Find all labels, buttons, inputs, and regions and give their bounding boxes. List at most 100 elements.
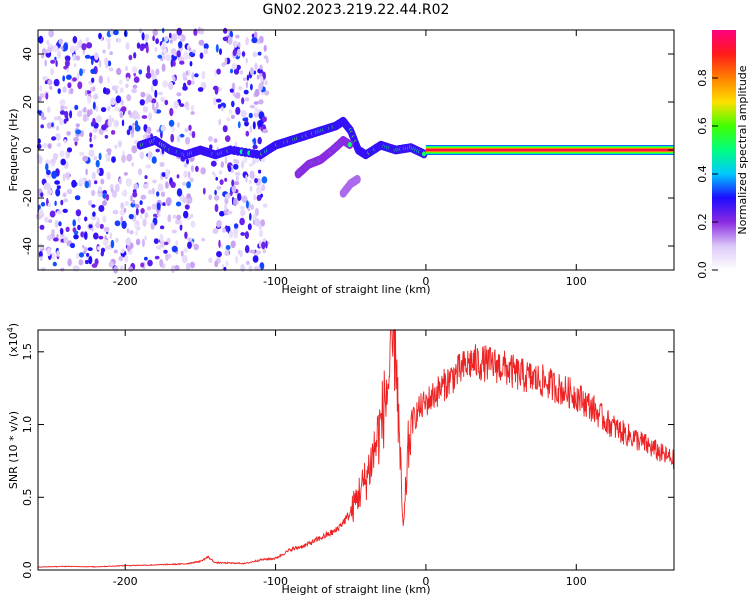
spectrogram-y-tick-label: -40 <box>21 237 34 255</box>
spectrogram-noise-mark <box>138 69 143 75</box>
spectrogram-noise-mark <box>139 151 145 159</box>
spectrogram-noise-mark <box>56 125 59 131</box>
spectrogram-noise-mark <box>74 104 79 110</box>
spectrogram-noise-mark <box>92 86 96 92</box>
spectrogram-noise-mark <box>256 186 262 195</box>
spectrogram-noise-mark <box>64 59 70 67</box>
spectrogram-noise-mark <box>256 195 261 201</box>
spectrogram-noise-mark <box>224 156 228 165</box>
spectrogram-noise-mark <box>59 110 66 115</box>
spectrogram-noise-mark <box>54 200 57 206</box>
spectrogram-noise-mark <box>144 235 147 240</box>
spectrogram-noise-mark <box>52 153 59 161</box>
spectrogram-noise-mark <box>44 182 50 187</box>
spectrogram-noise-mark <box>253 137 256 147</box>
snr-marks <box>37 328 675 568</box>
spectrogram-noise-mark <box>179 60 185 65</box>
spectrogram-noise-mark <box>237 193 242 201</box>
spectrogram-noise-mark <box>254 88 260 97</box>
spectrogram-noise-mark <box>132 84 138 89</box>
spectrogram-noise-mark <box>49 86 53 90</box>
spectrogram-noise-mark <box>132 110 139 118</box>
spectrogram-noise-mark <box>48 43 53 48</box>
spectrogram-noise-mark <box>111 85 117 91</box>
spectrogram-noise-mark <box>69 110 73 119</box>
spectrogram-noise-mark <box>215 44 219 53</box>
spectrogram-noise-mark <box>72 36 78 44</box>
spectrogram-noise-mark <box>154 47 158 52</box>
spectrogram-y-ticks: -40 -20 0 20 40 <box>21 47 674 255</box>
spectrogram-noise-mark <box>235 34 240 39</box>
spectrogram-noise-mark <box>46 234 53 241</box>
spectrogram-noise-mark <box>75 123 80 128</box>
spectrogram-noise-mark <box>262 128 269 134</box>
spectrogram-noise-mark <box>186 106 190 111</box>
spectrogram-noise-mark <box>129 230 134 235</box>
spectrogram-noise-mark <box>190 220 196 228</box>
spectrogram-noise-mark <box>102 200 107 206</box>
spectrogram-noise-mark <box>128 125 133 131</box>
spectrogram-noise-mark <box>73 265 80 272</box>
spectrogram-noise-mark <box>62 208 68 213</box>
spectrogram-noise-mark <box>75 209 82 217</box>
spectrogram-noise-mark <box>190 165 194 173</box>
spectrogram-x-tick-label: 0 <box>422 275 429 288</box>
spectrogram-noise-mark <box>236 159 240 165</box>
spectrogram-noise-mark <box>40 192 44 198</box>
spectrogram-noise-mark <box>233 158 237 164</box>
spectrogram-noise-mark <box>51 252 56 260</box>
spectrogram-noise-mark <box>182 196 188 204</box>
spectrogram-y-tick-label: 40 <box>21 47 34 61</box>
spectrogram-noise-mark <box>201 237 206 242</box>
spectrogram-noise-mark <box>128 54 133 61</box>
spectrogram-noise-mark <box>50 162 56 167</box>
spectrogram-x-tick-label: -200 <box>113 275 138 288</box>
spectrogram-noise-mark <box>242 117 249 122</box>
colorbar-ticks: 0.0 0.2 0.4 0.6 0.8 <box>696 69 718 279</box>
spectrogram-noise-mark <box>179 220 183 226</box>
spectrogram-noise-mark <box>214 88 219 95</box>
spectrogram-noise-mark <box>171 126 175 133</box>
spectrogram-noise-mark <box>102 49 106 54</box>
spectrogram-noise-mark <box>187 79 192 86</box>
spectrogram-noise-mark <box>156 202 161 211</box>
spectrogram-noise-mark <box>222 125 228 133</box>
spectrogram-noise-mark <box>56 50 62 59</box>
spectrogram-noise-mark <box>120 265 124 271</box>
spectrogram-noise-mark <box>147 189 153 195</box>
spectrogram-noise-mark <box>249 104 255 109</box>
spectrogram-noise-mark <box>59 99 66 106</box>
spectrogram-noise-mark <box>263 55 269 60</box>
spectrogram-noise-mark <box>109 232 113 239</box>
spectrogram-noise-mark <box>63 139 67 144</box>
spectrogram-noise-mark <box>189 61 193 67</box>
spectrogram-noise-mark <box>211 171 215 176</box>
snr-x-label: Height of straight line (km) <box>281 583 430 596</box>
spectrogram-noise-mark <box>160 240 166 248</box>
spectrogram-noise-mark <box>126 244 131 252</box>
spectrogram-noise-mark <box>139 28 143 34</box>
spectrogram-noise-mark <box>126 178 133 187</box>
spectrogram-noise-mark <box>258 229 264 238</box>
spectrogram-noise-mark <box>245 260 250 266</box>
snr-panel: -200 -100 0 100 0.0 0.5 1.0 1.5 Height of stra… <box>6 323 675 596</box>
spectrogram-noise-mark <box>173 100 179 109</box>
spectrogram-noise-mark <box>154 89 158 98</box>
spectrogram-noise-mark <box>207 136 213 142</box>
spectrogram-noise-mark <box>106 157 111 162</box>
spectrogram-noise-mark <box>102 239 109 246</box>
colorbar-tick-label: 0.2 <box>696 213 709 231</box>
spectrogram-noise-mark <box>54 56 57 61</box>
spectrogram-noise-mark <box>250 83 253 91</box>
spectrogram-noise-mark <box>58 221 62 227</box>
spectrogram-noise-mark <box>157 183 164 192</box>
spectrogram-noise-mark <box>200 167 206 175</box>
spectrogram-noise-mark <box>161 41 167 47</box>
spectrogram-noise-mark <box>201 70 206 80</box>
spectrogram-noise-mark <box>159 162 165 167</box>
spectrogram-noise-mark <box>156 191 160 197</box>
spectrogram-noise-mark <box>252 144 258 150</box>
spectrogram-noise-mark <box>235 92 241 99</box>
spectrogram-noise-mark <box>107 76 110 84</box>
spectrogram-noise-mark <box>82 113 88 122</box>
